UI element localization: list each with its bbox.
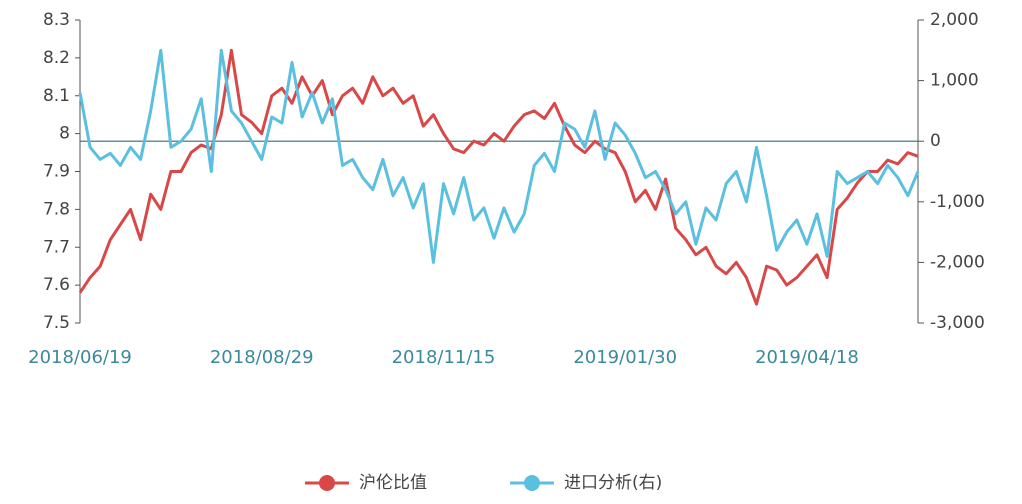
y2-tick-label: 2,000 <box>930 10 979 30</box>
y2-tick-label: 1,000 <box>930 71 979 91</box>
series-line <box>78 48 920 264</box>
y2-tick-label: -3,000 <box>930 313 985 333</box>
x-tick-label: 2019/04/18 <box>755 347 859 368</box>
x-tick-label: 2018/08/29 <box>210 347 314 368</box>
x-tick-label: 2018/06/19 <box>28 347 132 368</box>
y-tick-label: 7.6 <box>43 275 70 295</box>
y-tick-label: 7.7 <box>43 237 70 257</box>
x-tick-label: 2018/11/15 <box>392 347 496 368</box>
y-tick-label: 8.1 <box>43 86 70 106</box>
y2-tick-label: -2,000 <box>930 252 985 272</box>
y2-tick-label: 0 <box>930 131 941 151</box>
legend-label: 沪伦比值 <box>359 473 427 493</box>
y-tick-label: 8.2 <box>43 48 70 68</box>
x-tick-label: 2019/01/30 <box>573 347 677 368</box>
y-tick-label: 8 <box>59 124 70 144</box>
series-line <box>78 48 919 306</box>
y-tick-label: 7.9 <box>43 162 70 182</box>
y-tick-label: 7.8 <box>43 199 70 219</box>
y-tick-label: 7.5 <box>43 313 70 333</box>
legend-dot <box>524 475 540 491</box>
legend-dot <box>319 475 335 491</box>
y2-tick-label: -1,000 <box>930 192 985 212</box>
legend-label: 进口分析(右) <box>564 473 662 493</box>
y-tick-label: 8.3 <box>43 10 70 30</box>
